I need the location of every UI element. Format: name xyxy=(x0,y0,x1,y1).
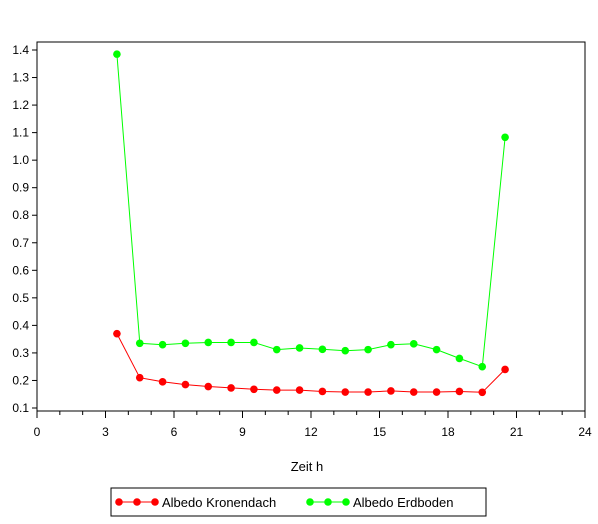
series-1-point xyxy=(250,385,258,394)
y-tick-label: 1.2 xyxy=(12,98,29,112)
y-tick-label: 0.5 xyxy=(12,291,29,305)
y-tick-label: 1.3 xyxy=(12,71,29,85)
series-1-point xyxy=(318,387,327,396)
x-tick-label: 9 xyxy=(239,425,246,439)
series-1-point xyxy=(341,388,350,396)
x-tick-label: 12 xyxy=(304,425,318,439)
series-1-point xyxy=(272,386,281,394)
plot-frame xyxy=(36,41,586,412)
y-tick-label: 1.4 xyxy=(12,43,29,57)
series-1-line xyxy=(116,333,506,393)
y-tick-label: 0.8 xyxy=(12,208,29,222)
series-1-point xyxy=(455,387,464,396)
series-2-point xyxy=(478,362,487,371)
series-2-point xyxy=(455,354,464,363)
series-2-point xyxy=(409,340,418,348)
series-1-point xyxy=(113,329,121,338)
series-2-point xyxy=(272,345,281,354)
series-1-point xyxy=(364,388,372,396)
legend-box xyxy=(110,487,487,517)
x-tick-label: 0 xyxy=(34,425,41,439)
legend-label: Albedo Kronendach xyxy=(162,495,276,510)
y-tick-label: 0.7 xyxy=(12,236,29,250)
series-2-point xyxy=(432,345,441,354)
y-tick-label: 0.9 xyxy=(12,181,29,195)
legend-swatch-marker xyxy=(151,498,159,506)
legend: Albedo Kronendach Albedo Erdboden xyxy=(110,487,487,517)
x-tick-label: 24 xyxy=(578,425,592,439)
series-2-point xyxy=(204,338,213,347)
series-2-point xyxy=(181,339,190,348)
legend-swatch-marker xyxy=(115,498,123,506)
series-2-point xyxy=(295,344,304,352)
series-2-point xyxy=(135,339,144,348)
series-1-point xyxy=(158,378,167,386)
x-tick-label: 18 xyxy=(441,425,455,439)
y-tick-label: 1.1 xyxy=(12,126,29,140)
series-1-point xyxy=(227,384,235,392)
series-2-point xyxy=(318,345,327,354)
series-2-point xyxy=(364,345,372,354)
x-axis: 0 3 6 9 12 15 18 21 24 xyxy=(34,411,592,439)
series-2-point xyxy=(387,340,395,349)
series-2-point xyxy=(501,133,509,142)
x-axis-title: Zeit h xyxy=(291,459,324,474)
y-tick-label: 0.4 xyxy=(12,318,29,332)
series-2-point xyxy=(341,346,350,355)
y-tick-label: 0.6 xyxy=(12,263,29,277)
series-1-point xyxy=(478,388,487,397)
series-1-point xyxy=(181,380,190,389)
y-tick-label: 0.1 xyxy=(12,401,29,415)
y-tick-label: 1.0 xyxy=(12,153,29,167)
x-tick-label: 6 xyxy=(171,425,178,439)
legend-swatch-marker xyxy=(133,498,141,506)
series-2-point xyxy=(158,340,167,349)
legend-swatch-marker xyxy=(342,498,350,506)
series-2-point xyxy=(227,338,235,347)
series-1-point xyxy=(204,382,213,391)
legend-swatch-marker xyxy=(306,498,314,506)
legend-label: Albedo Erdboden xyxy=(353,495,453,510)
series-2-line xyxy=(116,54,506,368)
series-1-point xyxy=(135,373,144,382)
series-1-point xyxy=(432,388,441,396)
series-1-point xyxy=(295,386,304,394)
series-1-point xyxy=(409,388,418,396)
series-1-point xyxy=(501,365,509,374)
x-tick-label: 21 xyxy=(510,425,524,439)
series-layer xyxy=(113,50,509,397)
y-tick-label: 0.3 xyxy=(12,346,29,360)
series-1-point xyxy=(387,387,395,395)
x-tick-label: 15 xyxy=(373,425,387,439)
series-2-point xyxy=(113,50,121,58)
y-tick-label: 0.2 xyxy=(12,373,29,387)
y-axis: 0.1 0.2 0.3 0.4 0.5 0.6 0.7 0.8 0.9 1.0 1.1 1.2 1.3 1… xyxy=(12,43,37,415)
series-2-point xyxy=(250,338,258,347)
legend-swatch-marker xyxy=(324,498,332,506)
x-tick-label: 3 xyxy=(102,425,109,439)
